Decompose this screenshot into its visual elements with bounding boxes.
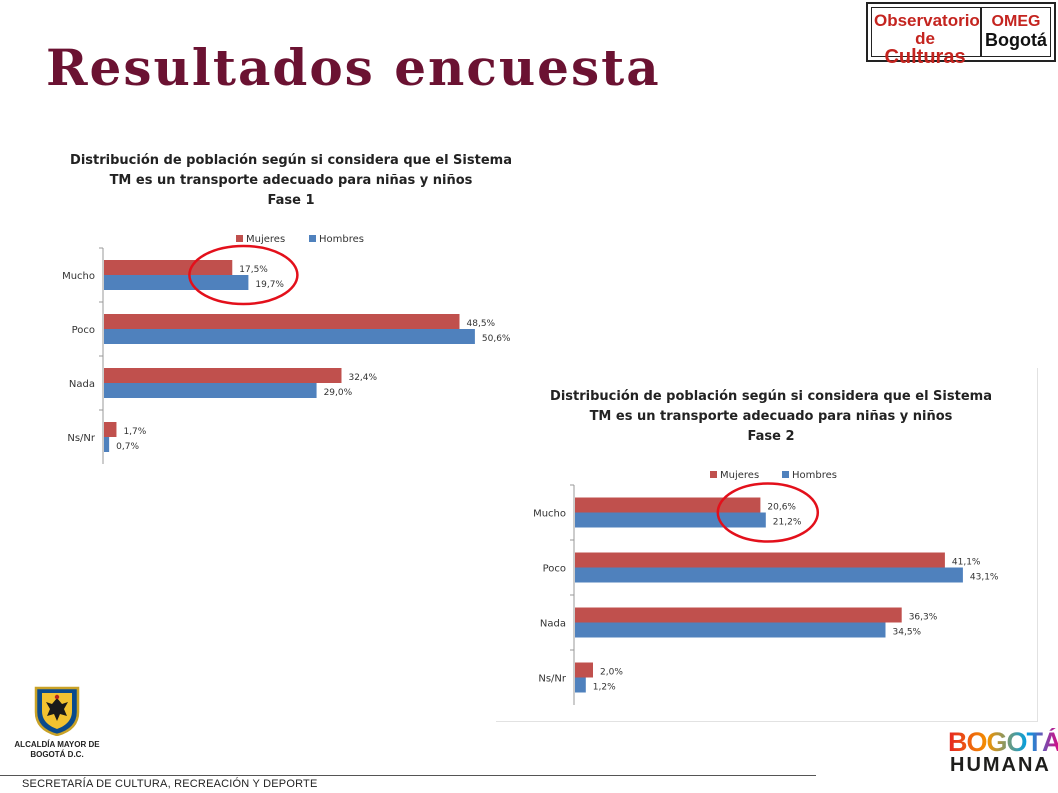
chart-fase-2-svg: Distribución de población según si consi… (533, 389, 999, 705)
data-label: 20,6% (767, 503, 796, 513)
logo-omeg: OMEG (991, 13, 1041, 30)
secretaria-label: SECRETARÍA DE CULTURA, RECREACIÓN Y DEPO… (22, 778, 318, 790)
data-label: 2,0% (600, 668, 623, 678)
category-label: Ns/Nr (67, 433, 96, 444)
bar-mujeres (575, 607, 902, 623)
bar-hombres (104, 329, 475, 344)
bar-mujeres (104, 422, 117, 437)
bar-mujeres (575, 552, 945, 568)
alcaldia-label: ALCALDÍA MAYOR DE BOGOTÁ D.C. (14, 740, 100, 759)
data-label: 29,0% (324, 388, 353, 398)
data-label: 41,1% (952, 558, 981, 568)
data-label: 19,7% (255, 280, 284, 290)
data-label: 17,5% (239, 265, 268, 275)
legend-label-hombres: Hombres (319, 234, 364, 245)
chart-title-line: TM es un transporte adecuado para niñas … (110, 173, 473, 188)
bar-hombres (104, 437, 110, 452)
bogota-humana-top: BOGOTÁ (948, 728, 1058, 756)
page-title: Resultados encuesta (46, 38, 661, 97)
data-label: 48,5% (467, 319, 496, 329)
category-label: Poco (543, 564, 566, 575)
data-label: 1,7% (123, 427, 146, 437)
legend-swatch-hombres (309, 235, 316, 242)
chart-title-line: Fase 2 (747, 429, 794, 444)
chart-fase-1-svg: Distribución de población según si consi… (62, 153, 512, 464)
logo-observatorio-line2-prefix: de (915, 29, 935, 48)
bar-hombres (575, 567, 963, 583)
bogota-humana-bottom: HUMANA (950, 754, 1051, 776)
bar-mujeres (104, 314, 460, 329)
chart-title-line: Distribución de población según si consi… (550, 389, 992, 404)
bar-hombres (575, 512, 766, 528)
bogota-humana-logo: BOGOTÁ HUMANA (948, 728, 1058, 778)
category-label: Ns/Nr (538, 674, 567, 685)
chart-title-line: Distribución de población según si consi… (70, 153, 512, 168)
bar-mujeres (575, 497, 761, 513)
logo-observatorio-line2-big: Culturas (884, 46, 966, 68)
category-label: Mucho (533, 509, 566, 520)
chart-fase-2: Distribución de población según si consi… (496, 368, 1038, 722)
legend-swatch-mujeres (710, 471, 717, 478)
legend-swatch-mujeres (236, 235, 243, 242)
bogota-coat-of-arms-icon (34, 686, 80, 736)
legend-label-hombres: Hombres (792, 470, 837, 481)
bar-hombres (104, 383, 317, 398)
legend-label-mujeres: Mujeres (720, 470, 759, 481)
logo-observatorio-line1: Observatorio (874, 11, 980, 30)
highlight-circle (188, 244, 299, 306)
highlight-circle (716, 482, 820, 543)
bar-hombres (104, 275, 249, 290)
data-label: 50,6% (482, 334, 511, 344)
data-label: 43,1% (970, 573, 999, 583)
bar-mujeres (104, 260, 233, 275)
data-label: 0,7% (116, 442, 139, 452)
chart-title-line: Fase 1 (267, 193, 314, 208)
category-label: Poco (72, 325, 95, 336)
chart-fase-1: Distribución de población según si consi… (44, 136, 564, 476)
observatorio-culturas-logo: Observatorio de Culturas OMEG Bogotá (866, 2, 1056, 67)
category-label: Nada (540, 619, 566, 630)
category-label: Mucho (62, 271, 95, 282)
bar-hombres (575, 677, 586, 693)
data-label: 1,2% (593, 683, 616, 693)
data-label: 34,5% (893, 628, 922, 638)
data-label: 21,2% (773, 518, 802, 528)
legend-swatch-hombres (782, 471, 789, 478)
bar-hombres (575, 622, 886, 638)
data-label: 36,3% (909, 613, 938, 623)
chart-title-line: TM es un transporte adecuado para niñas … (590, 409, 953, 424)
legend-label-mujeres: Mujeres (246, 234, 285, 245)
category-label: Nada (69, 379, 95, 390)
bar-mujeres (104, 368, 342, 383)
bar-mujeres (575, 662, 593, 678)
logo-bogota: Bogotá (985, 30, 1047, 50)
data-label: 32,4% (348, 373, 377, 383)
